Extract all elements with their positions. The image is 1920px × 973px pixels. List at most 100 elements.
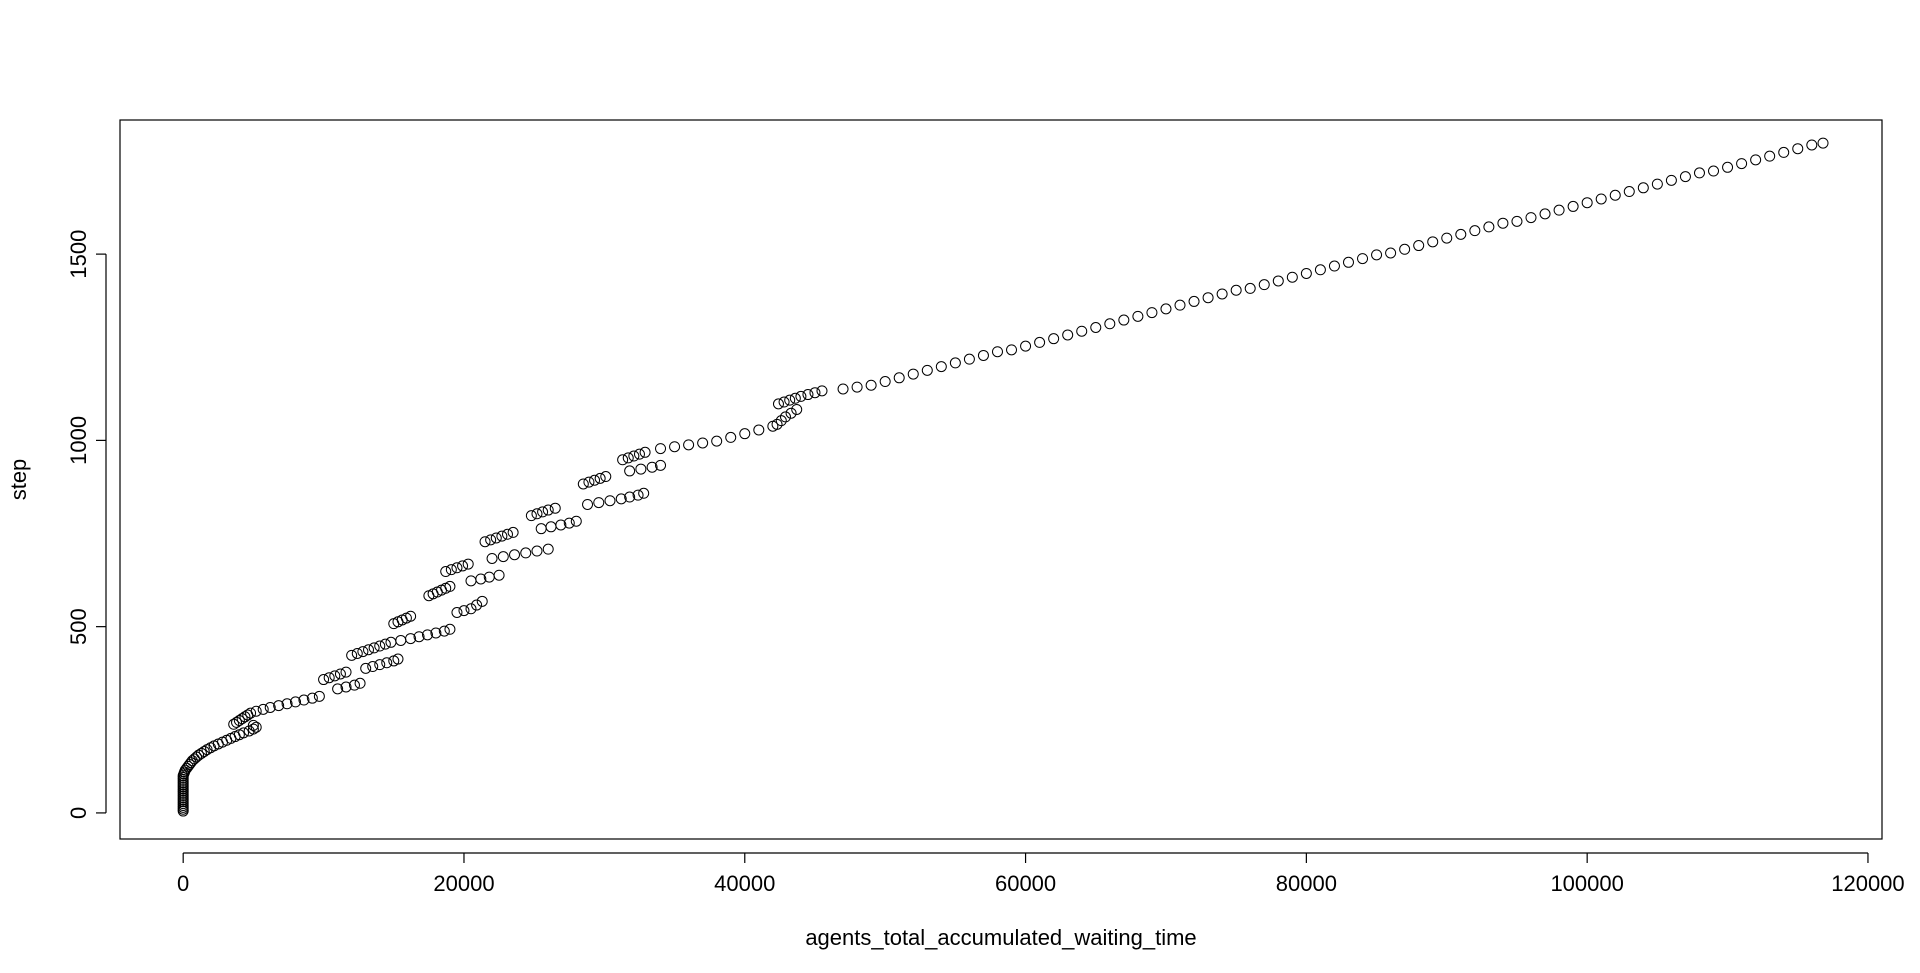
data-point [779, 411, 791, 423]
data-point [334, 668, 346, 680]
data-point [775, 415, 787, 427]
data-point [1230, 284, 1242, 296]
data-point [462, 558, 474, 570]
data-point [476, 595, 488, 607]
data-point [281, 698, 293, 710]
x-tick-label: 40000 [714, 871, 775, 896]
data-point [555, 519, 567, 531]
data-point [374, 659, 386, 671]
data-point [1174, 299, 1186, 311]
data-point [604, 495, 616, 507]
data-point [837, 383, 849, 395]
data-point [1188, 295, 1200, 307]
data-point [1609, 189, 1621, 201]
data-point [646, 461, 658, 473]
data-point [306, 692, 318, 704]
data-point [622, 452, 634, 464]
data-point [354, 677, 366, 689]
data-point [549, 502, 561, 514]
y-axis-label: step [6, 459, 31, 501]
data-point [507, 526, 519, 538]
data-point [509, 549, 521, 561]
data-point [1595, 193, 1607, 205]
data-point [1511, 215, 1523, 227]
data-point [1300, 267, 1312, 279]
data-point [772, 398, 784, 410]
data-point [247, 719, 259, 731]
data-point [537, 506, 549, 518]
data-point [963, 353, 975, 365]
x-axis-label: agents_total_accumulated_waiting_time [805, 925, 1196, 950]
data-point [1764, 150, 1776, 162]
data-point [497, 551, 509, 563]
data-point [1539, 208, 1551, 220]
data-point [1455, 228, 1467, 240]
data-point [594, 472, 606, 484]
data-point [493, 569, 505, 581]
data-point [753, 424, 765, 436]
data-point [1062, 329, 1074, 341]
data-point [542, 543, 554, 555]
data-point [457, 560, 469, 572]
data-point [250, 705, 262, 717]
data-point [367, 661, 379, 673]
data-point [1034, 336, 1046, 348]
data-point [374, 640, 386, 652]
data-point [185, 757, 197, 769]
data-point [628, 450, 640, 462]
data-point [893, 372, 905, 384]
data-point [1651, 178, 1663, 190]
data-point [991, 346, 1003, 358]
x-tick-label: 80000 [1276, 871, 1337, 896]
data-point [615, 493, 627, 505]
data-point [1286, 271, 1298, 283]
data-point [655, 459, 667, 471]
y-tick-label: 1500 [66, 230, 91, 279]
data-point [465, 603, 477, 615]
data-point [542, 504, 554, 516]
data-point [298, 694, 310, 706]
data-point [405, 633, 417, 645]
data-point [228, 718, 240, 730]
data-point [233, 715, 245, 727]
data-point [1497, 217, 1509, 229]
data-point [570, 515, 582, 527]
data-point [475, 573, 487, 585]
data-point [635, 463, 647, 475]
data-point [486, 552, 498, 564]
data-point [809, 387, 821, 399]
data-point [485, 534, 497, 546]
data-point [1104, 318, 1116, 330]
data-point [1778, 146, 1790, 158]
data-point [802, 389, 814, 401]
data-point [785, 407, 797, 419]
data-point [247, 723, 259, 735]
data-point [193, 749, 205, 761]
data-point [1048, 333, 1060, 345]
data-points [177, 137, 1829, 817]
data-point [1357, 253, 1369, 265]
data-point [186, 755, 198, 767]
data-point [1413, 240, 1425, 252]
data-point [1342, 256, 1354, 268]
data-point [697, 437, 709, 449]
data-point [238, 727, 250, 739]
data-point [245, 707, 257, 719]
x-tick-label: 60000 [995, 871, 1056, 896]
data-point [907, 368, 919, 380]
data-point [949, 357, 961, 369]
data-point [784, 394, 796, 406]
data-point [451, 562, 463, 574]
data-point [638, 487, 650, 499]
data-point [632, 489, 644, 501]
data-point [379, 638, 391, 650]
data-point [264, 701, 276, 713]
data-point [563, 517, 575, 529]
data-point [1708, 165, 1720, 177]
data-point [421, 629, 433, 641]
data-point [440, 566, 452, 578]
data-point [1146, 307, 1158, 319]
data-point [181, 762, 193, 774]
